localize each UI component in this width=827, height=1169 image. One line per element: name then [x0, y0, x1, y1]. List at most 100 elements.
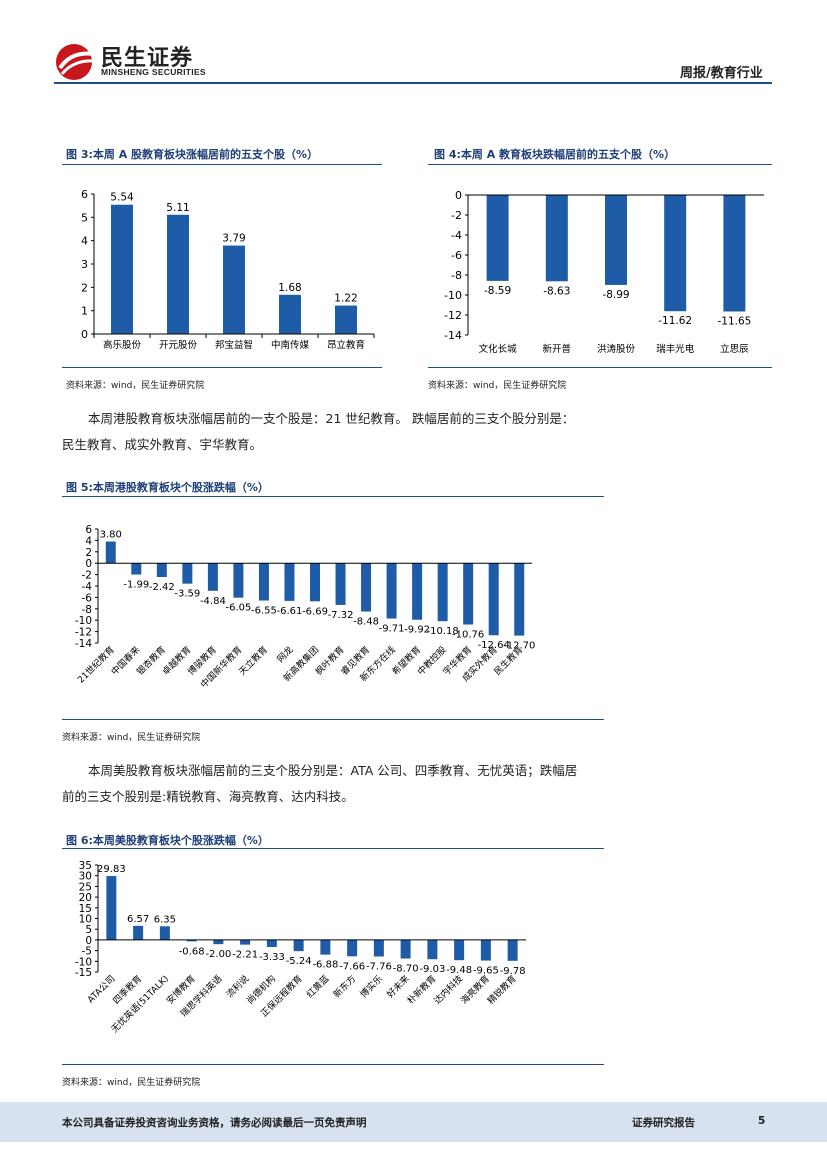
header-rule	[54, 82, 772, 84]
bar	[284, 563, 295, 601]
figure-3-source: 资料来源：wind，民生证券研究院	[66, 381, 205, 391]
figure-4-title-rule	[428, 164, 772, 165]
bar-value-label: -8.63	[543, 285, 570, 297]
y-tick-label: 1	[81, 305, 88, 318]
category-label: 流利说	[224, 973, 252, 1001]
bar	[131, 563, 142, 575]
figure-5-chart: 6420-2-4-6-8-10-12-143.8021世纪教育-1.99中国春来…	[75, 524, 536, 690]
figure-3-title: 图 3:本周 A 股教育板块涨幅居前的五支个股（%）	[66, 148, 319, 161]
category-label: 昂立教育	[327, 339, 365, 351]
y-tick-label: -14	[444, 329, 462, 342]
category-label: 精锐教育	[485, 973, 519, 1007]
bar-value-label: -6.88	[312, 960, 338, 971]
y-tick-label: -2	[82, 570, 92, 582]
bar-value-label: -8.99	[602, 289, 629, 301]
category-label: 高乐股份	[103, 339, 142, 351]
bar-value-label: -1.99	[123, 580, 149, 591]
bar	[233, 563, 244, 598]
y-tick-label: 35	[79, 860, 92, 872]
bar	[437, 563, 448, 622]
page-footer: 本公司具备证券投资咨询业务资格，请务必阅读最后一页免责声明 证券研究报告 5	[0, 1102, 827, 1142]
figure-6-chart: 35302520151050-5-10-1529.83ATA公司6.57四季教育…	[75, 860, 526, 1035]
y-tick-label: -6	[82, 592, 93, 604]
y-tick-label: -4	[82, 581, 93, 593]
bar	[427, 939, 438, 960]
y-tick-label: 0	[81, 328, 88, 341]
bar-value-label: -2.42	[149, 582, 175, 593]
bar-value-label: -7.32	[328, 610, 354, 621]
y-tick-label: -15	[75, 967, 92, 979]
figure-6-title: 图 6:本周美股教育板块个股涨跌幅（%）	[66, 834, 269, 847]
bar-value-label: -6.61	[277, 606, 303, 617]
bar	[412, 563, 423, 620]
logo-text-zh: 民生证券	[101, 46, 194, 71]
y-tick-label: 4	[85, 535, 92, 547]
y-tick-label: -2	[451, 209, 462, 222]
bar-value-label: -6.05	[225, 603, 251, 614]
category-label: 新东方	[331, 973, 359, 1001]
bar	[182, 563, 193, 584]
bar-value-label: 6.57	[127, 914, 149, 925]
bar	[545, 195, 568, 282]
figure-5-source: 资料来源：wind，民生证券研究院	[62, 733, 201, 743]
y-tick-label: 0	[85, 558, 92, 570]
category-label: 中南传媒	[271, 339, 310, 351]
y-tick-label: 5	[85, 924, 92, 936]
bar-value-label: -4.84	[200, 596, 226, 607]
y-tick-label: 6	[85, 524, 92, 536]
y-tick-label: -6	[451, 249, 462, 262]
bar-value-label: -9.92	[404, 625, 430, 636]
bar-value-label: -7.66	[339, 961, 365, 972]
bar	[386, 563, 397, 619]
bar-value-label: -2.21	[232, 950, 258, 961]
bar	[258, 563, 269, 601]
bar-value-label: -9.71	[379, 624, 405, 635]
bar-value-label: -3.59	[174, 589, 200, 600]
figure-6-title-rule	[62, 848, 604, 849]
bar-value-label: -12.70	[503, 641, 535, 652]
bar	[480, 939, 491, 961]
bar	[133, 925, 144, 940]
category-label: 好未来	[384, 973, 412, 1001]
category-label: 天立教育	[236, 644, 270, 678]
figure-3-bottom-rule	[62, 367, 382, 368]
y-tick-label: -10	[75, 615, 92, 627]
bar	[373, 939, 384, 957]
bar-value-label: -9.03	[419, 964, 445, 975]
bar	[347, 939, 358, 957]
figure-4-chart: 0 -2 -4 -6 -8 -10 -12 -14 -8.59 文化长城 -8.63 新开普 -8.99…	[444, 189, 764, 355]
bar	[105, 541, 116, 564]
logo-mark-icon	[56, 44, 95, 80]
figure-3-title-rule	[62, 164, 382, 165]
bar-value-label: 29.83	[97, 864, 126, 875]
bar-value-label: -2.00	[205, 949, 231, 960]
bar-value-label: 3.80	[100, 530, 122, 541]
bar-value-label: 6.35	[154, 914, 176, 925]
figure-5-title-rule	[62, 496, 604, 497]
bar-value-label: -9.78	[500, 966, 526, 977]
figure-6-source: 资料来源：wind，民生证券研究院	[62, 1078, 201, 1088]
y-tick-label: 6	[81, 188, 88, 201]
bar-value-label: -8.70	[393, 964, 419, 975]
bar-value-label: 5.11	[166, 202, 189, 214]
bar-value-label: -6.55	[251, 606, 277, 617]
bar	[167, 214, 189, 334]
bar-value-label: -10.18	[427, 626, 459, 637]
bar	[335, 305, 357, 334]
bar	[335, 563, 346, 605]
category-label: 红黄蓝	[304, 973, 332, 1001]
y-tick-label: 10	[79, 914, 92, 926]
paragraph-us-line-2: 前的三支个股别是:精锐教育、海亮教育、达内科技。	[62, 789, 354, 804]
y-tick-label: -5	[82, 946, 92, 958]
bar-value-label: -3.33	[259, 952, 285, 963]
footer-report-label: 证券研究报告	[632, 1117, 695, 1129]
figure-5-bottom-rule	[62, 719, 604, 720]
y-tick-label: 15	[79, 903, 92, 915]
bar-value-label: 1.68	[278, 282, 301, 294]
paragraph-hk-line-2: 民生教育、成实外教育、宇华教育。	[62, 437, 263, 452]
logo-text-en: MINSHENG SECURITIES	[101, 67, 206, 77]
y-tick-label: -12	[75, 627, 92, 639]
y-tick-label: 0	[455, 189, 462, 202]
bar	[723, 195, 746, 312]
footer-page-number: 5	[758, 1115, 766, 1127]
